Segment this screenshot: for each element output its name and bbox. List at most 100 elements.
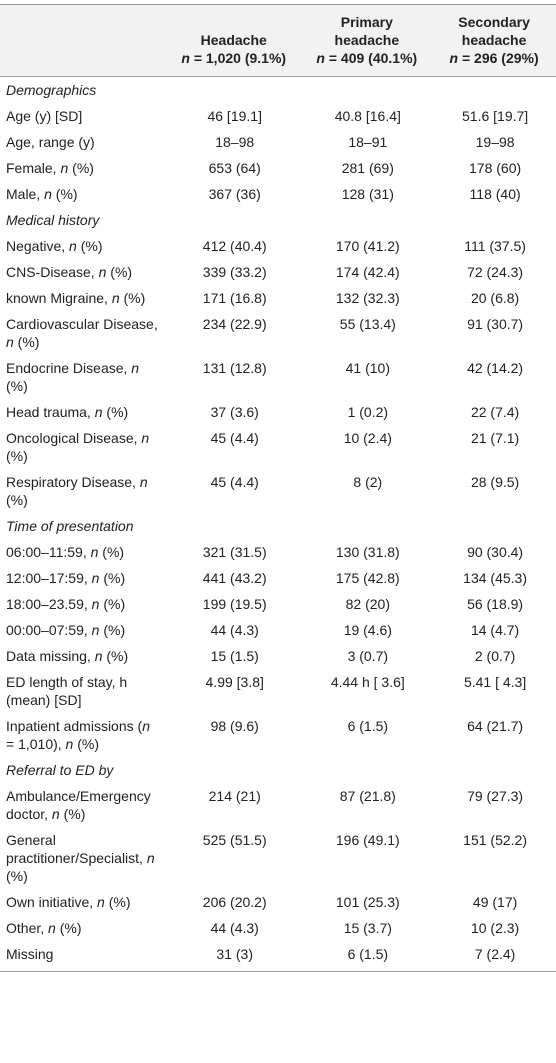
row-label: 06:00–11:59, n (%) xyxy=(6,544,125,560)
cell-value: 79 (27.3) xyxy=(467,788,524,804)
cell-value: 18–91 xyxy=(348,134,388,150)
column-count: n = 296 (29%) xyxy=(449,50,539,66)
cell-value: 87 (21.8) xyxy=(339,788,396,804)
cell-value: 7 (2.4) xyxy=(432,941,556,972)
table-row: Ambulance/Emergency doctor, n (%) 214 (21… xyxy=(0,783,556,827)
row-label: 00:00–07:59, n (%) xyxy=(6,622,126,638)
table-row: 12:00–17:59, n (%) 441 (43.2) 175 (42.8) 13… xyxy=(0,565,556,591)
table-row: Cardiovascular Disease, n (%) 234 (22.9) 5… xyxy=(0,311,556,355)
column-count: n = 409 (40.1%) xyxy=(316,50,418,66)
cell-value: 339 (33.2) xyxy=(202,264,267,280)
cell-value: 18–98 xyxy=(215,134,255,150)
cell-value: 174 (42.4) xyxy=(335,264,400,280)
cell-value: 2 (0.7) xyxy=(474,648,516,664)
table-row: ED length of stay, h (mean) [SD] 4.99 [3.… xyxy=(0,669,556,713)
cell-value: 56 (18.9) xyxy=(467,596,524,612)
cell-value: 37 (3.6) xyxy=(210,404,259,420)
cell-value: 51.6 [19.7] xyxy=(462,108,529,124)
cell-value: 367 (36) xyxy=(208,186,261,202)
cell-value: 15 (1.5) xyxy=(210,648,259,664)
cell-value: 118 (40) xyxy=(469,186,521,202)
cell-value: 98 (9.6) xyxy=(210,718,259,734)
cell-value: 412 (40.4) xyxy=(202,238,267,254)
row-label: Age, range (y) xyxy=(6,134,95,150)
cell-value: 91 (30.7) xyxy=(467,316,524,332)
row-label: Data missing, n (%) xyxy=(6,648,129,664)
cell-value: 441 (43.2) xyxy=(202,570,267,586)
cell-value: 64 (21.7) xyxy=(467,718,524,734)
cell-value: 20 (6.8) xyxy=(470,290,520,306)
cell-value: 175 (42.8) xyxy=(335,570,400,586)
cell-value: 6 (1.5) xyxy=(347,718,389,734)
cell-value: 41 (10) xyxy=(345,360,390,376)
cell-value: 170 (41.2) xyxy=(335,238,400,254)
cell-value: 45 (4.4) xyxy=(210,474,259,490)
row-label: Endocrine Disease, n (%) xyxy=(6,360,140,394)
table-row: CNS-Disease, n (%) 339 (33.2) 174 (42.4) 72… xyxy=(0,259,556,285)
cell-value: 206 (20.2) xyxy=(202,894,267,910)
cell-value: 171 (16.8) xyxy=(202,290,267,306)
row-label: Negative, n (%) xyxy=(6,238,103,254)
row-label: Missing xyxy=(0,941,166,972)
cell-value: 5.41 [ 4.3] xyxy=(463,674,527,690)
column-count: n = 1,020 (9.1%) xyxy=(181,50,287,66)
table-row: Endocrine Disease, n (%) 131 (12.8) 41 (10… xyxy=(0,355,556,399)
row-label: Other, n (%) xyxy=(6,920,82,936)
cell-value: 10 (2.4) xyxy=(343,430,392,446)
cell-value: 8 (2) xyxy=(353,474,383,490)
section-heading: Demographics xyxy=(6,82,97,98)
table-row: known Migraine, n (%) 171 (16.8) 132 (32.3… xyxy=(0,285,556,311)
cell-value: 72 (24.3) xyxy=(467,264,524,280)
cell-value: 130 (31.8) xyxy=(335,544,400,560)
row-label: General practitioner/Specialist, n (%) xyxy=(6,832,155,884)
row-label: known Migraine, n (%) xyxy=(6,290,146,306)
cell-value: 4.99 [3.8] xyxy=(205,674,264,690)
cell-value: 111 (37.5) xyxy=(464,238,526,254)
cell-value: 21 (7.1) xyxy=(470,430,520,446)
table-row: Medical history xyxy=(0,207,556,233)
table-row: Respiratory Disease, n (%) 45 (4.4) 8 (2) 2… xyxy=(0,469,556,513)
cell-value: 40.8 [16.4] xyxy=(334,108,401,124)
cell-value: 321 (31.5) xyxy=(202,544,267,560)
column-title: Secondary headache xyxy=(458,14,530,48)
cell-value: 90 (30.4) xyxy=(467,544,524,560)
cell-value: 234 (22.9) xyxy=(202,316,267,332)
table-row: Head trauma, n (%) 37 (3.6) 1 (0.2) 22 (7.4… xyxy=(0,399,556,425)
cell-value: 4.44 h [ 3.6] xyxy=(330,674,405,690)
row-label: 12:00–17:59, n (%) xyxy=(6,570,126,586)
table-row: 00:00–07:59, n (%) 44 (4.3) 19 (4.6) 14 (4.… xyxy=(0,617,556,643)
cell-value: 14 (4.7) xyxy=(470,622,520,638)
cell-value: 134 (45.3) xyxy=(463,570,527,586)
cell-value: 10 (2.3) xyxy=(470,920,520,936)
cell-value: 1 (0.2) xyxy=(347,404,389,420)
table-row: 06:00–11:59, n (%) 321 (31.5) 130 (31.8) 90… xyxy=(0,539,556,565)
column-header: Primary headache n = 409 (40.1%) xyxy=(301,4,433,77)
data-table: Headache n = 1,020 (9.1%) Primary headache… xyxy=(0,4,556,972)
cell-value: 281 (69) xyxy=(341,160,394,176)
column-title: Primary headache xyxy=(334,14,400,48)
cell-value: 131 (12.8) xyxy=(202,360,267,376)
section-heading: Medical history xyxy=(6,212,100,228)
cell-value: 196 (49.1) xyxy=(335,832,400,848)
table-row: Female, n (%) 653 (64) 281 (69) 178 (60) xyxy=(0,155,556,181)
table-row: Negative, n (%) 412 (40.4) 170 (41.2) 111 (… xyxy=(0,233,556,259)
cell-value: 128 (31) xyxy=(341,186,394,202)
cell-value: 101 (25.3) xyxy=(335,894,400,910)
cell-value: 132 (32.3) xyxy=(335,290,400,306)
cell-value: 55 (13.4) xyxy=(339,316,396,332)
row-label: 18:00–23.59, n (%) xyxy=(6,596,126,612)
cell-value: 42 (14.2) xyxy=(467,360,524,376)
column-header: Secondary headache n = 296 (29%) xyxy=(432,4,556,77)
corner xyxy=(0,4,166,77)
page: Headache n = 1,020 (9.1%) Primary headache… xyxy=(0,4,556,1063)
row-label: Oncological Disease, n (%) xyxy=(6,430,150,464)
table-header: Headache n = 1,020 (9.1%) Primary headache… xyxy=(0,4,556,77)
table-row: Age (y) [SD] 46 [19.1] 40.8 [16.4] 51.6 [19… xyxy=(0,103,556,129)
cell-value: 44 (4.3) xyxy=(210,622,259,638)
table-row: Male, n (%) 367 (36) 128 (31) 118 (40) xyxy=(0,181,556,207)
row-label: CNS-Disease, n (%) xyxy=(6,264,133,280)
column-header: Headache n = 1,020 (9.1%) xyxy=(166,4,302,77)
section-heading: Time of presentation xyxy=(6,518,134,534)
table-row: Age, range (y) 18–98 18–91 19–98 xyxy=(0,129,556,155)
row-label: Inpatient admissions (n = 1,010), n (%) xyxy=(6,718,150,752)
